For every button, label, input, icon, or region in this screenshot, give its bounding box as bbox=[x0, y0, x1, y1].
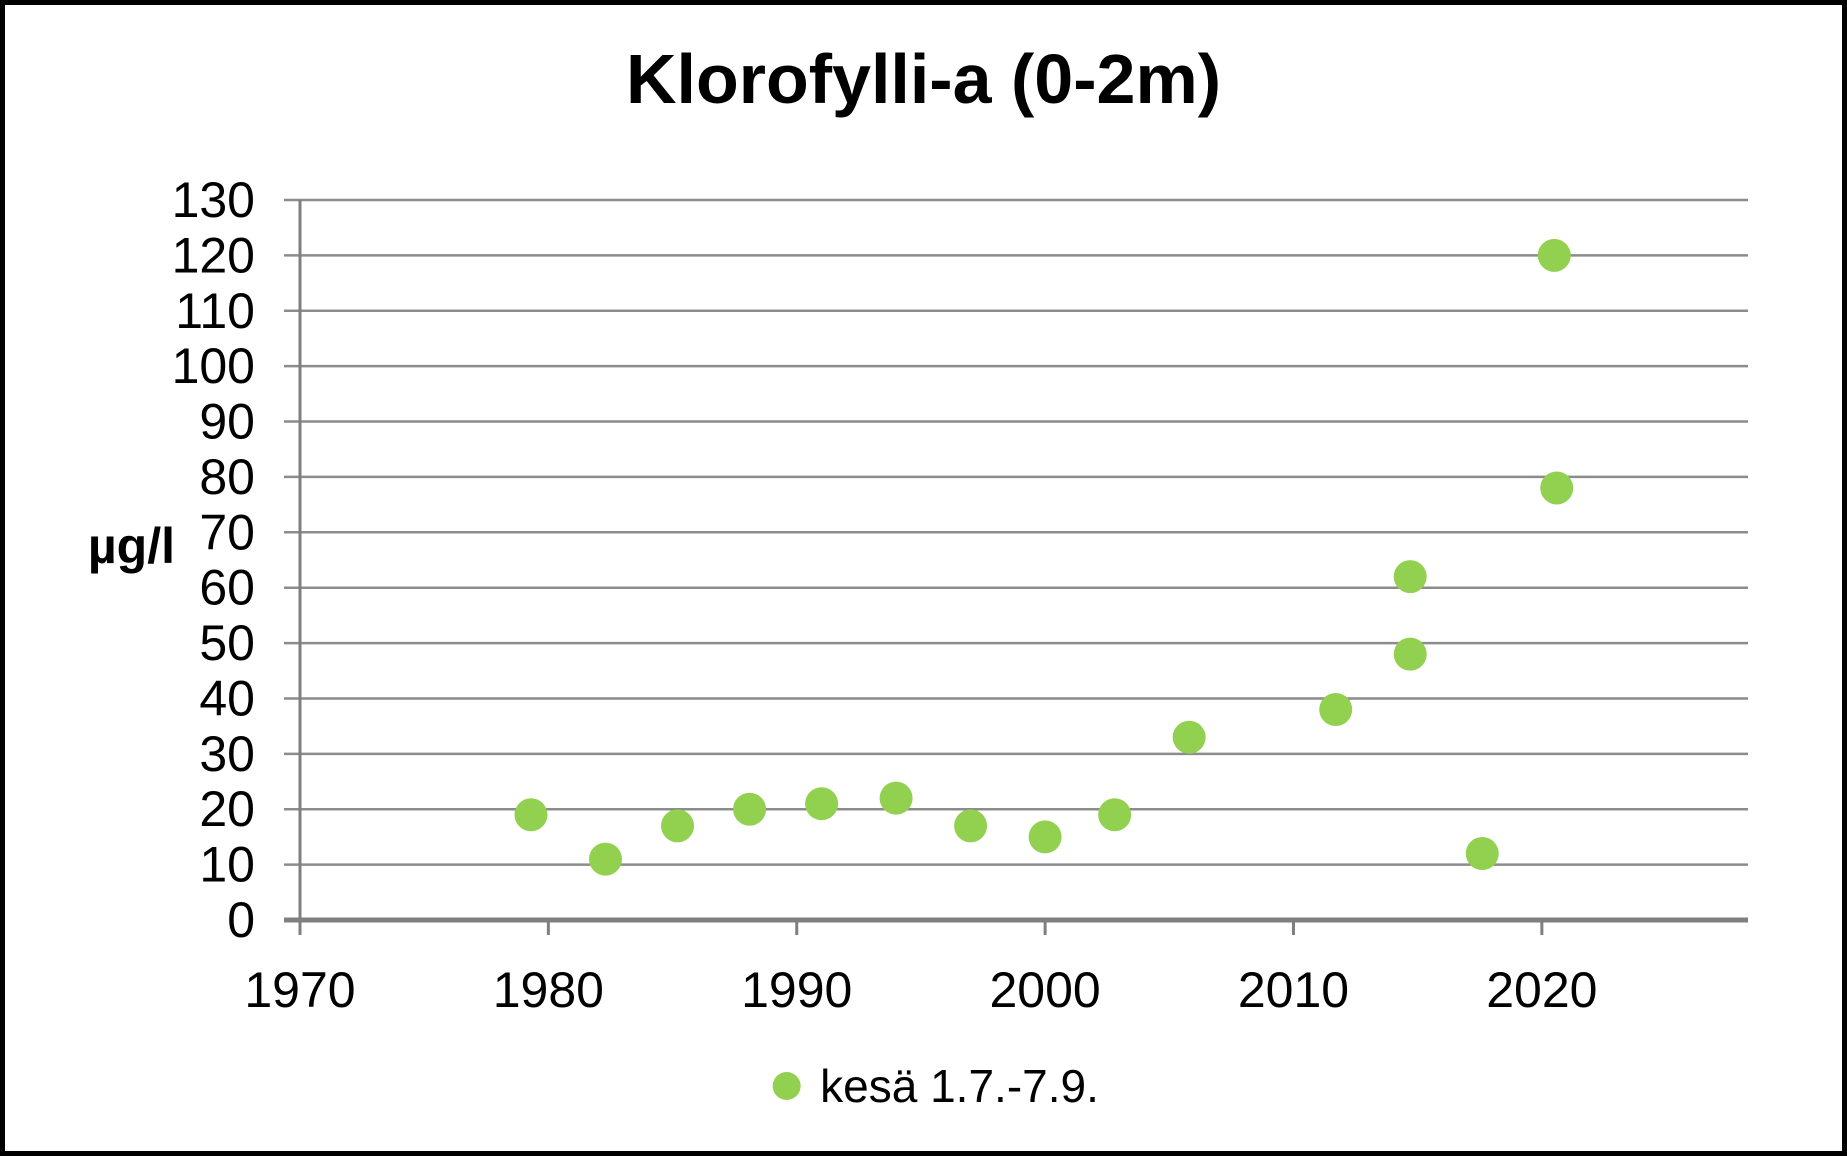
data-point bbox=[588, 842, 622, 876]
x-tick-label: 1970 bbox=[244, 962, 355, 1018]
data-point bbox=[1465, 837, 1499, 871]
data-point bbox=[1540, 471, 1574, 505]
data-point bbox=[661, 809, 695, 843]
data-point bbox=[1537, 238, 1571, 272]
x-tick-label: 1980 bbox=[493, 962, 604, 1018]
y-tick-label: 50 bbox=[199, 615, 255, 671]
legend: kesä 1.7.-7.9. bbox=[772, 1053, 1099, 1119]
data-point bbox=[1028, 820, 1062, 854]
legend-series-label: kesä 1.7.-7.9. bbox=[820, 1060, 1099, 1112]
x-tick-label: 2020 bbox=[1486, 962, 1597, 1018]
x-tick-label: 1990 bbox=[741, 962, 852, 1018]
data-point bbox=[1319, 693, 1353, 727]
data-point bbox=[879, 781, 913, 815]
y-tick-label: 0 bbox=[227, 892, 255, 948]
y-tick-label: 90 bbox=[199, 394, 255, 450]
data-point bbox=[1393, 560, 1427, 594]
y-tick-label: 20 bbox=[199, 781, 255, 837]
y-tick-label: 60 bbox=[199, 560, 255, 616]
data-point bbox=[514, 798, 548, 832]
data-point bbox=[733, 792, 767, 826]
y-tick-label: 100 bbox=[172, 338, 255, 394]
data-point bbox=[805, 787, 839, 821]
data-point bbox=[1098, 798, 1132, 832]
y-tick-label: 80 bbox=[199, 449, 255, 505]
y-tick-label: 70 bbox=[199, 504, 255, 560]
legend-marker-icon bbox=[772, 1072, 801, 1100]
data-point bbox=[954, 809, 988, 843]
data-point bbox=[1393, 637, 1427, 671]
y-tick-label: 130 bbox=[172, 172, 255, 228]
y-tick-label: 40 bbox=[199, 670, 255, 726]
y-tick-label: 10 bbox=[199, 837, 255, 893]
y-axis-unit-label: µg/l bbox=[87, 518, 175, 574]
chart-title: Klorofylli-a (0-2m) bbox=[625, 40, 1222, 118]
x-tick-label: 2000 bbox=[989, 962, 1100, 1018]
y-tick-label: 30 bbox=[199, 726, 255, 782]
y-tick-label: 110 bbox=[175, 283, 255, 339]
data-point bbox=[1172, 720, 1206, 754]
y-tick-label: 120 bbox=[172, 227, 255, 283]
x-tick-label: 2010 bbox=[1238, 962, 1349, 1018]
